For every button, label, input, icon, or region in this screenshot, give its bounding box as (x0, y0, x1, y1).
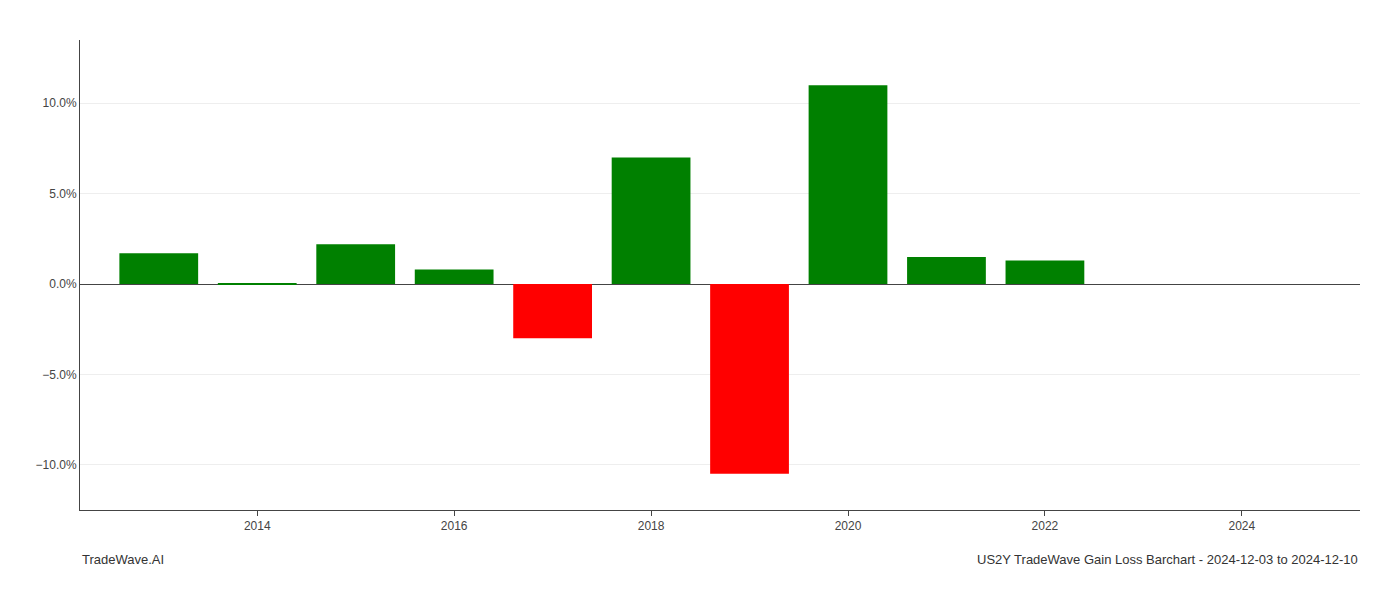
svg-text:2014: 2014 (244, 519, 271, 533)
svg-text:−10.0%: −10.0% (36, 458, 77, 472)
svg-text:2020: 2020 (835, 519, 862, 533)
svg-text:2018: 2018 (638, 519, 665, 533)
svg-text:TradeWave.AI: TradeWave.AI (82, 552, 164, 567)
svg-text:2022: 2022 (1032, 519, 1059, 533)
svg-text:0.0%: 0.0% (49, 277, 77, 291)
svg-text:US2Y TradeWave Gain Loss Barch: US2Y TradeWave Gain Loss Barchart - 2024… (977, 552, 1358, 567)
svg-text:5.0%: 5.0% (49, 187, 77, 201)
svg-text:2016: 2016 (441, 519, 468, 533)
svg-text:−5.0%: −5.0% (42, 368, 77, 382)
svg-text:10.0%: 10.0% (43, 96, 77, 110)
svg-text:2024: 2024 (1228, 519, 1255, 533)
